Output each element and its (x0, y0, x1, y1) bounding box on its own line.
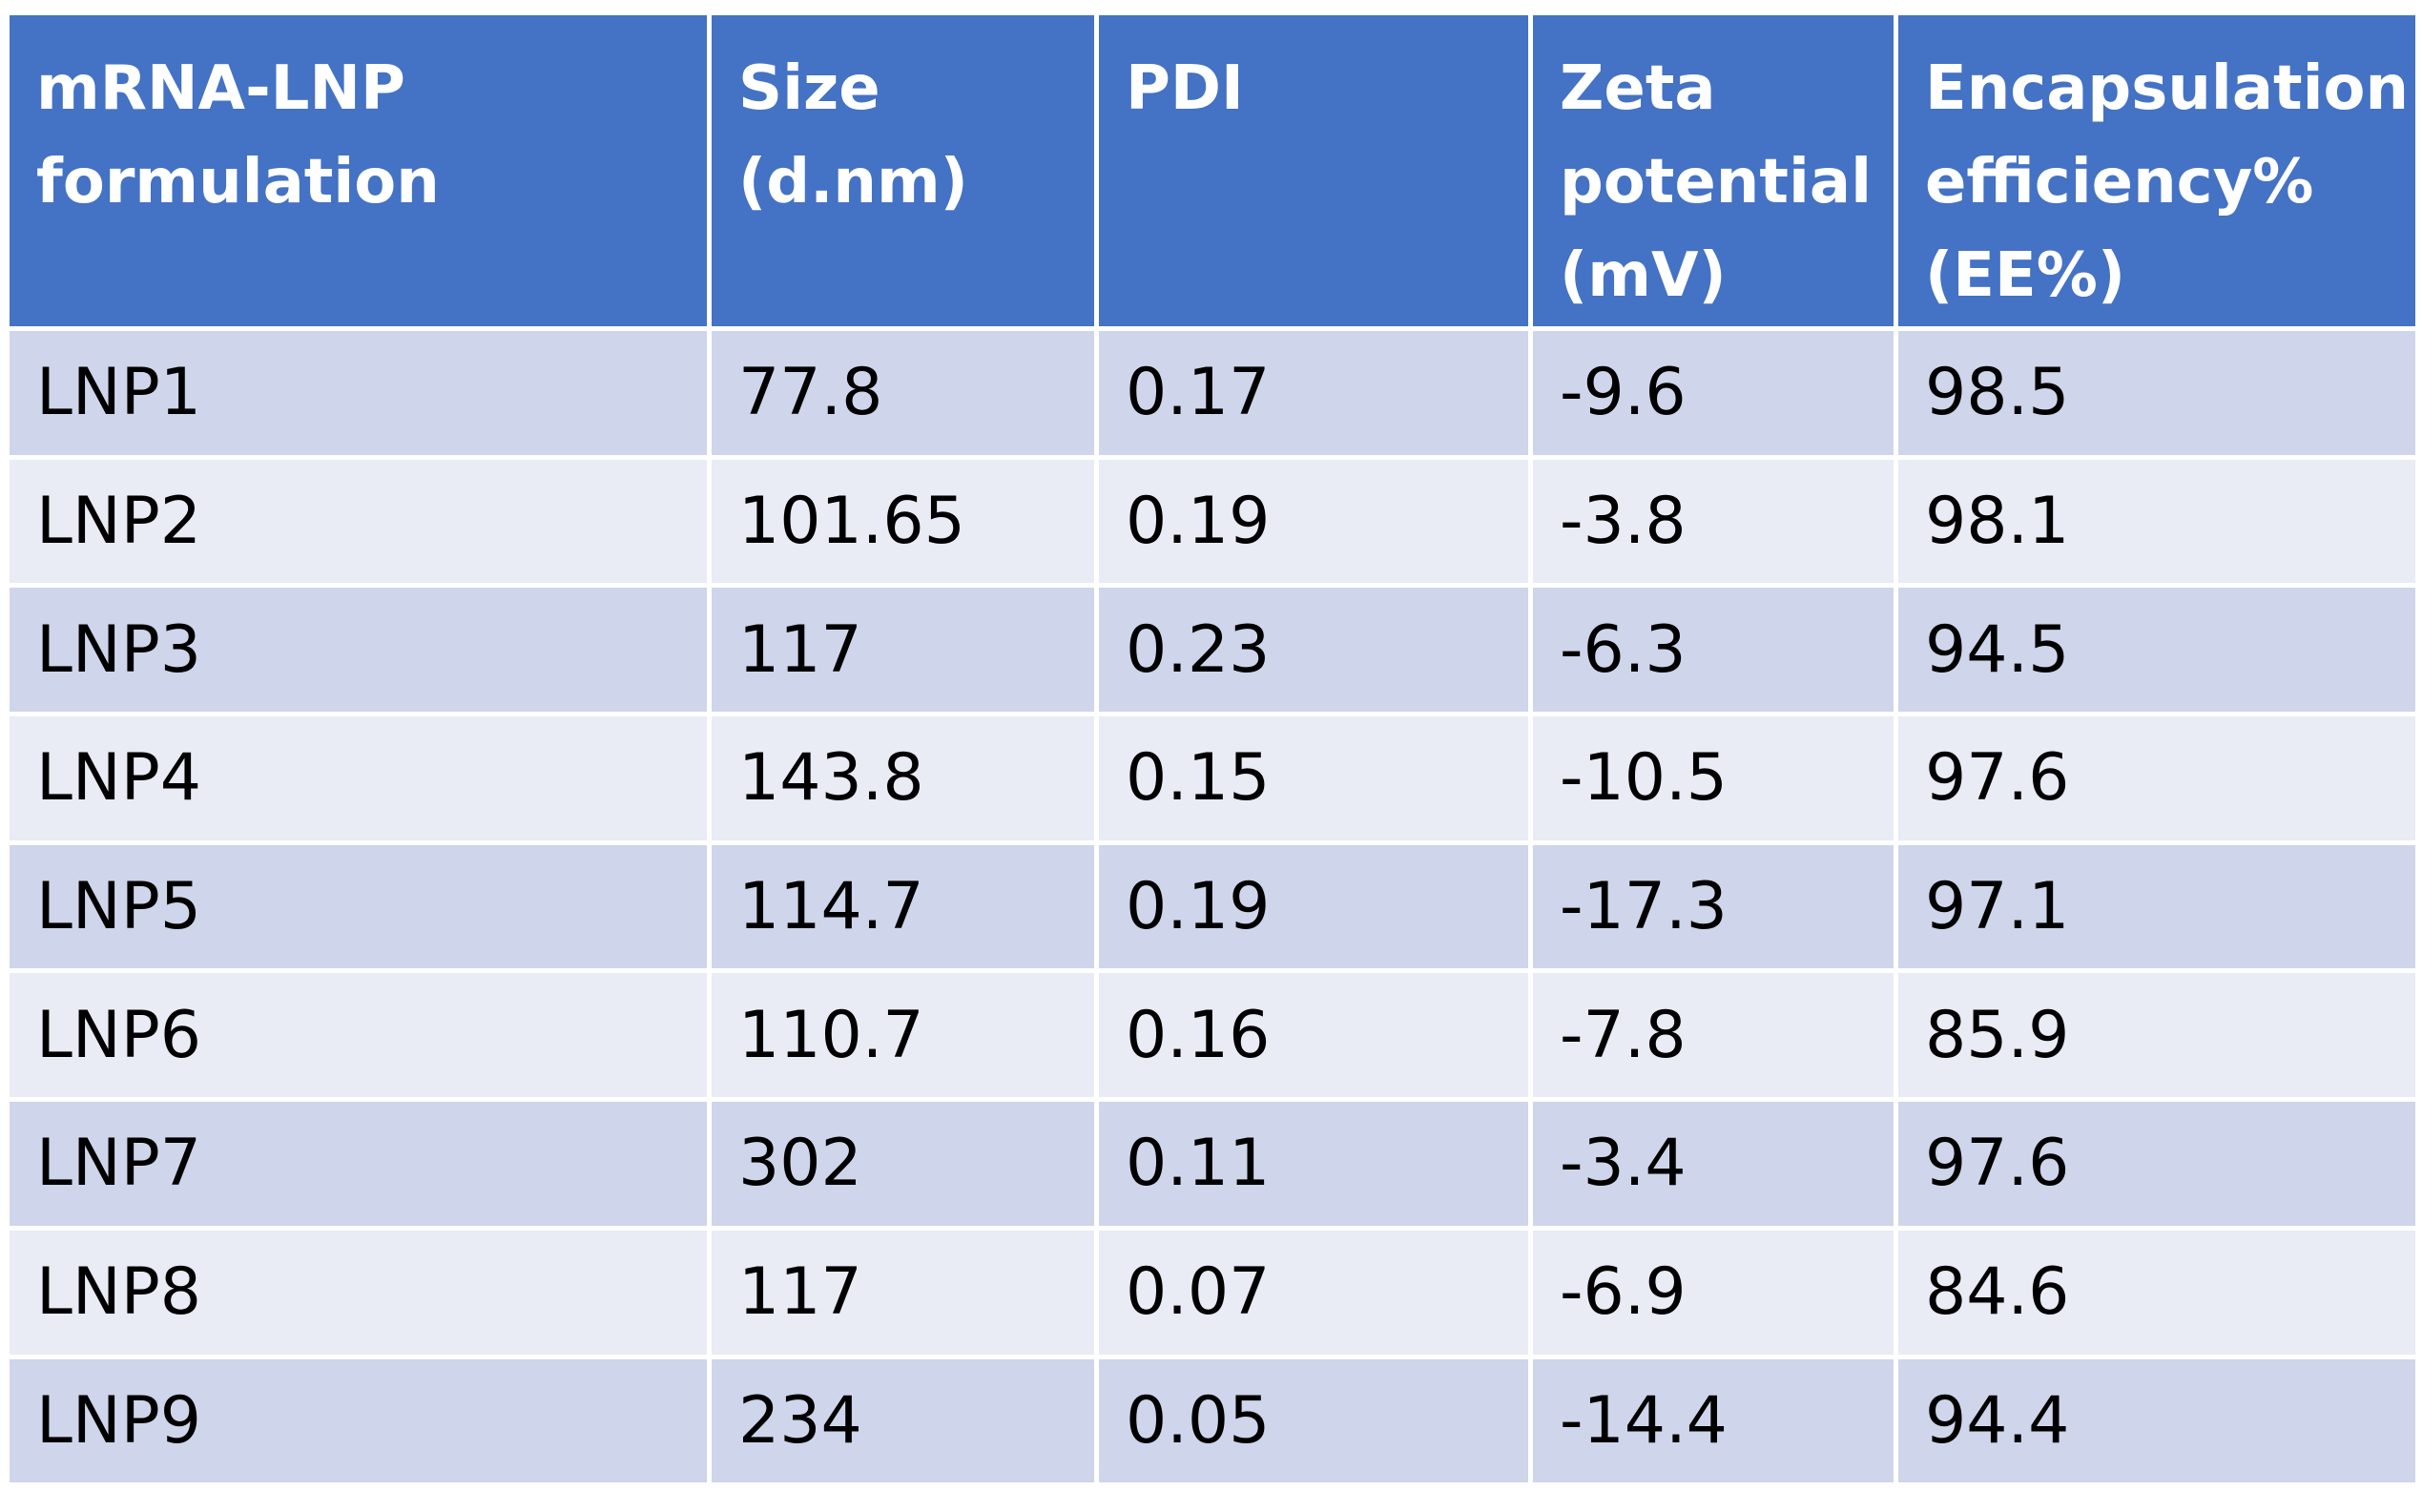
cell-ee: 97.1 (1894, 839, 2420, 974)
cell-size: 117 (707, 1225, 1099, 1359)
cell-size: 114.7 (707, 839, 1099, 974)
cell-pdi: 0.23 (1094, 583, 1533, 717)
header-zeta-potential: Zeta potential (mV) (1528, 10, 1898, 331)
cell-zeta: -17.3 (1528, 839, 1898, 974)
cell-ee: 94.5 (1894, 583, 2420, 717)
header-line: Zeta (1560, 53, 1716, 124)
table-row: LNP2 101.65 0.19 -3.8 98.1 (5, 454, 2420, 589)
header-line: (d.nm) (738, 147, 968, 217)
table-row: LNP7 302 0.11 -3.4 97.6 (5, 1097, 2420, 1231)
cell-ee: 84.6 (1894, 1225, 2420, 1359)
cell-pdi: 0.19 (1094, 454, 1533, 589)
header-encapsulation-efficiency: Encapsulation efficiency% (EE%) (1894, 10, 2420, 331)
table-row: LNP4 143.8 0.15 -10.5 97.6 (5, 712, 2420, 845)
header-line: efficiency% (1925, 147, 2314, 217)
cell-zeta: -6.9 (1528, 1225, 1898, 1359)
cell-zeta: -7.8 (1528, 968, 1898, 1103)
cell-size: 143.8 (707, 712, 1099, 845)
cell-pdi: 0.11 (1094, 1097, 1533, 1231)
cell-formulation: LNP4 (5, 712, 712, 845)
header-line: PDI (1126, 53, 1244, 124)
cell-formulation: LNP2 (5, 454, 712, 589)
cell-pdi: 0.05 (1094, 1354, 1533, 1488)
cell-formulation: LNP6 (5, 968, 712, 1103)
cell-pdi: 0.19 (1094, 839, 1533, 974)
header-line: (EE%) (1925, 240, 2126, 311)
header-formulation: mRNA-LNP formulation (5, 10, 712, 331)
header-size: Size (d.nm) (707, 10, 1099, 331)
cell-ee: 94.4 (1894, 1354, 2420, 1488)
header-pdi: PDI (1094, 10, 1533, 331)
cell-formulation: LNP9 (5, 1354, 712, 1488)
formulation-table: mRNA-LNP formulation Size (d.nm) PDI Zet… (5, 10, 2420, 1488)
header-line: Size (738, 53, 880, 124)
cell-ee: 97.6 (1894, 712, 2420, 845)
cell-size: 77.8 (707, 326, 1099, 460)
cell-zeta: -14.4 (1528, 1354, 1898, 1488)
formulation-table-container: mRNA-LNP formulation Size (d.nm) PDI Zet… (5, 10, 2420, 1488)
header-line: mRNA-LNP (36, 53, 405, 124)
cell-zeta: -9.6 (1528, 326, 1898, 460)
table-row: LNP3 117 0.23 -6.3 94.5 (5, 583, 2420, 717)
cell-formulation: LNP8 (5, 1225, 712, 1359)
table-row: LNP8 117 0.07 -6.9 84.6 (5, 1225, 2420, 1359)
cell-pdi: 0.07 (1094, 1225, 1533, 1359)
cell-size: 101.65 (707, 454, 1099, 589)
cell-size: 110.7 (707, 968, 1099, 1103)
header-row: mRNA-LNP formulation Size (d.nm) PDI Zet… (5, 10, 2420, 331)
cell-zeta: -3.4 (1528, 1097, 1898, 1231)
table-row: LNP9 234 0.05 -14.4 94.4 (5, 1354, 2420, 1488)
cell-ee: 85.9 (1894, 968, 2420, 1103)
cell-size: 302 (707, 1097, 1099, 1231)
table-row: LNP6 110.7 0.16 -7.8 85.9 (5, 968, 2420, 1103)
cell-ee: 98.1 (1894, 454, 2420, 589)
table-row: LNP1 77.8 0.17 -9.6 98.5 (5, 326, 2420, 460)
cell-zeta: -6.3 (1528, 583, 1898, 717)
cell-formulation: LNP7 (5, 1097, 712, 1231)
cell-zeta: -3.8 (1528, 454, 1898, 589)
cell-ee: 97.6 (1894, 1097, 2420, 1231)
header-line: Encapsulation (1925, 53, 2410, 124)
cell-zeta: -10.5 (1528, 712, 1898, 845)
table-row: LNP5 114.7 0.19 -17.3 97.1 (5, 839, 2420, 974)
cell-ee: 98.5 (1894, 326, 2420, 460)
header-line: formulation (36, 147, 440, 217)
cell-size: 234 (707, 1354, 1099, 1488)
header-line: (mV) (1560, 240, 1727, 311)
cell-size: 117 (707, 583, 1099, 717)
cell-formulation: LNP5 (5, 839, 712, 974)
cell-pdi: 0.15 (1094, 712, 1533, 845)
cell-pdi: 0.17 (1094, 326, 1533, 460)
cell-formulation: LNP1 (5, 326, 712, 460)
cell-formulation: LNP3 (5, 583, 712, 717)
header-line: potential (1560, 147, 1872, 217)
cell-pdi: 0.16 (1094, 968, 1533, 1103)
